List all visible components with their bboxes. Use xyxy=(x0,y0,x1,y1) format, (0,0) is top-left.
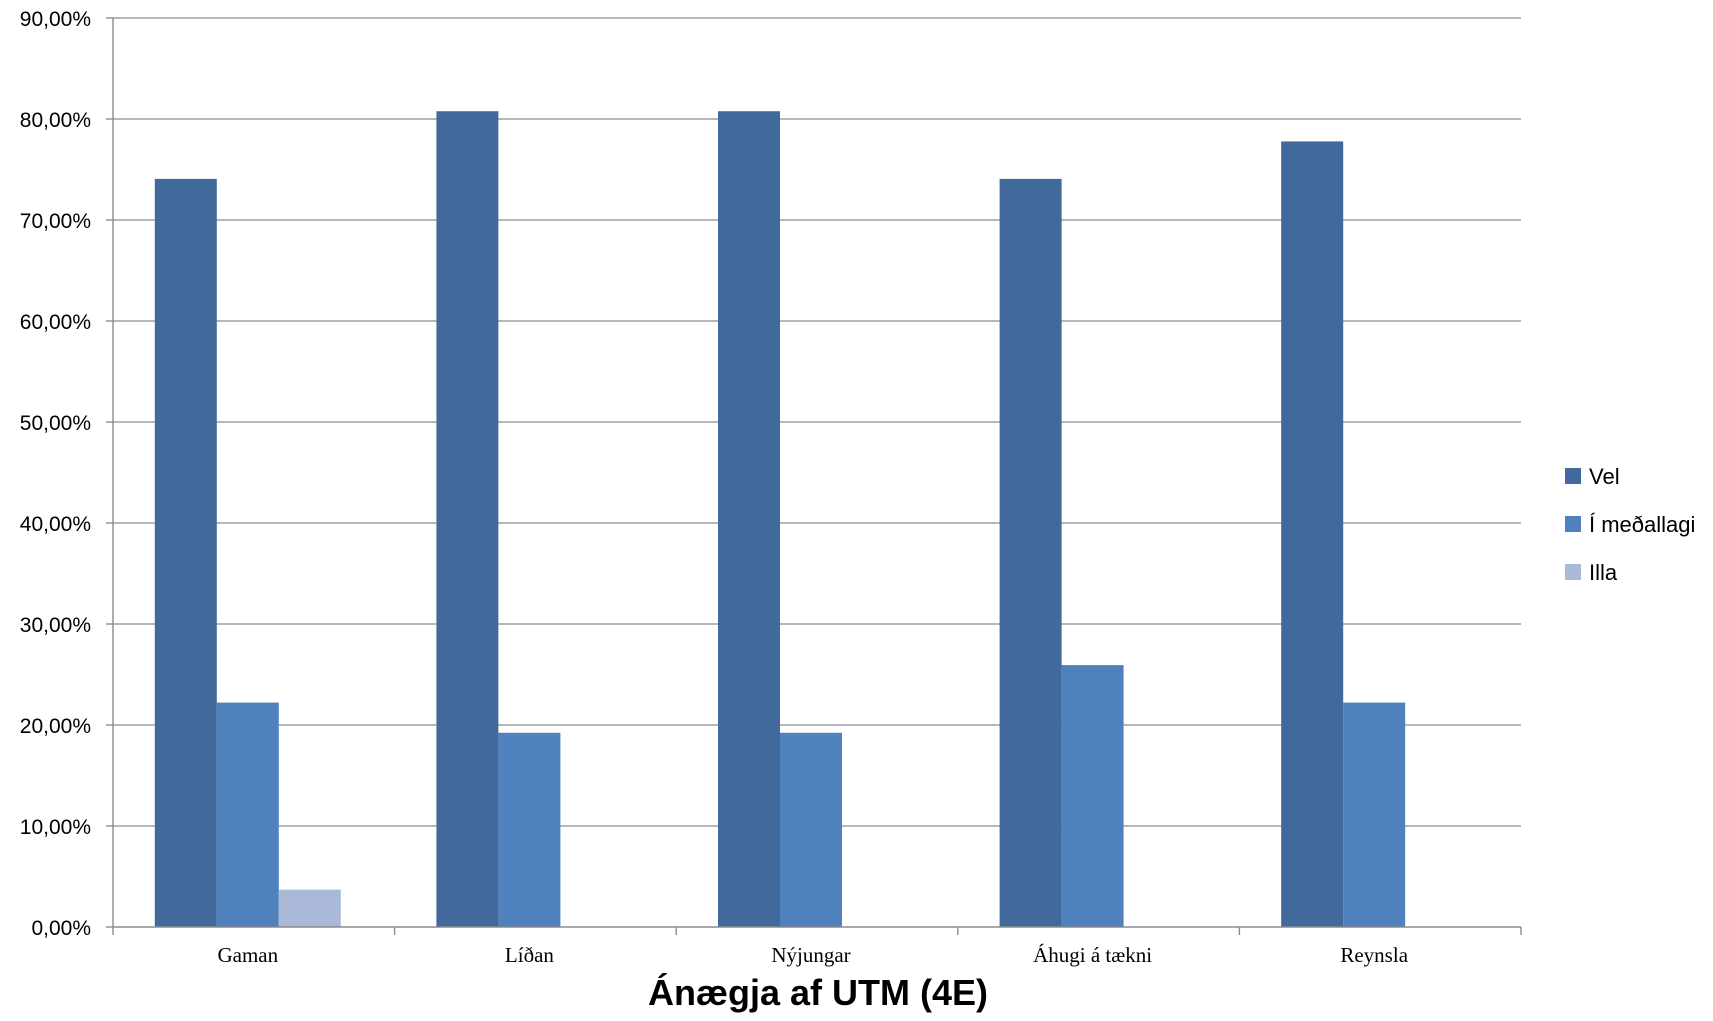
legend-label: Vel xyxy=(1589,464,1620,489)
legend: Vel Í meðallagi Illa xyxy=(1565,464,1695,585)
gridlines xyxy=(113,17,1521,827)
y-tick-label: 50,00% xyxy=(20,412,91,435)
bar-vel xyxy=(154,178,217,927)
bar-illa xyxy=(278,889,341,927)
bar-í-meðallagi xyxy=(1343,702,1406,927)
y-tick-label: 70,00% xyxy=(20,210,91,233)
bar-vel xyxy=(718,111,780,927)
legend-swatch xyxy=(1565,468,1581,484)
x-category-label: Gaman xyxy=(217,943,278,967)
bar-vel xyxy=(999,178,1062,927)
x-category-label: Reynsla xyxy=(1340,943,1408,967)
bar-vel xyxy=(436,111,499,927)
legend-swatch xyxy=(1565,516,1581,532)
legend-swatch xyxy=(1565,564,1581,580)
y-tick-label: 80,00% xyxy=(20,109,91,132)
legend-label: Í meðallagi xyxy=(1589,512,1695,537)
y-tick-labels: 0,00% 10,00% 20,00% 30,00% 40,00% 50,00% 60,00… xyxy=(20,8,91,940)
y-tick-label: 40,00% xyxy=(20,513,91,536)
bar-í-meðallagi xyxy=(216,702,279,927)
x-category-labels: Gaman Líðan Nýjungar Áhugi á tækni Reynsla xyxy=(217,943,1408,967)
y-tick-label: 10,00% xyxy=(20,816,91,839)
bar-vel xyxy=(1281,141,1344,927)
axes xyxy=(106,17,1522,935)
x-category-label: Nýjungar xyxy=(771,943,850,967)
x-category-label: Líðan xyxy=(505,943,554,967)
y-tick-label: 90,00% xyxy=(20,8,91,31)
bar-í-meðallagi xyxy=(1061,665,1124,927)
y-tick-label: 20,00% xyxy=(20,715,91,738)
chart-title: Ánægja af UTM (4E) xyxy=(648,972,988,1013)
bar-í-meðallagi xyxy=(498,732,561,927)
bars xyxy=(154,111,1406,927)
bar-í-meðallagi xyxy=(780,732,842,927)
y-tick-label: 0,00% xyxy=(31,917,91,940)
y-tick-label: 60,00% xyxy=(20,311,91,334)
y-tick-label: 30,00% xyxy=(20,614,91,637)
x-category-label: Áhugi á tækni xyxy=(1033,943,1152,967)
legend-label: Illa xyxy=(1589,560,1618,585)
